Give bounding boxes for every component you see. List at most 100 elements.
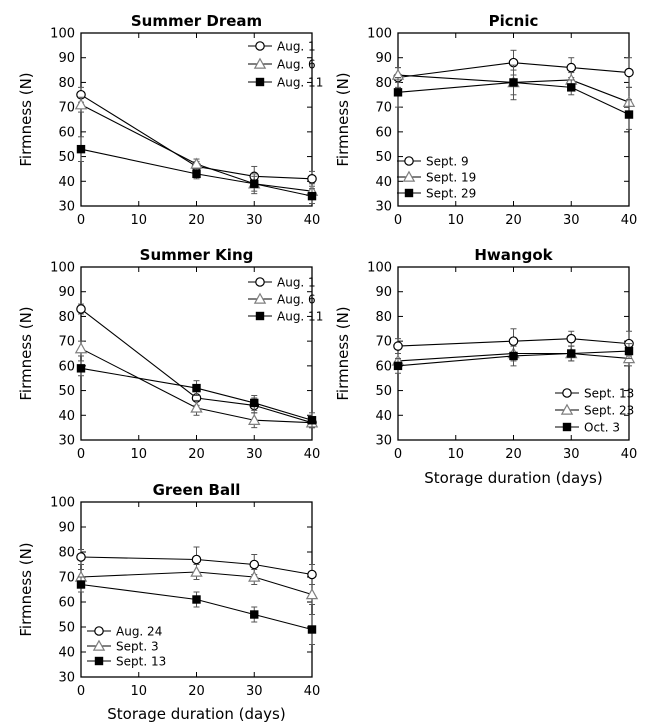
legend-marker — [402, 170, 416, 182]
y-tick-label: 60 — [375, 125, 392, 140]
panel-summer-dream: Summer Dream 30 40 50 60 70 80 90 100 0 10 20 30 40 Fi… — [17, 12, 323, 228]
series-line — [80, 556, 313, 576]
legend-label: Sept. 19 — [426, 171, 476, 185]
data-point — [307, 191, 317, 201]
legend-marker — [94, 626, 104, 636]
legend: Sept. 9 Sept. 19 Sept. 29 — [397, 155, 476, 201]
chart-title: Hwangok — [474, 246, 553, 264]
y-axis-label: Firmness (N) — [17, 306, 35, 400]
y-tick-label: 50 — [375, 150, 392, 165]
data-point — [393, 88, 403, 97]
data-point — [249, 559, 260, 570]
data-point — [307, 416, 317, 425]
data-point — [192, 169, 201, 179]
series-line — [397, 350, 630, 367]
panel-summer-king: Summer King 30 40 50 60 70 80 90 100 0 10 20 30 40 Fir… — [17, 246, 323, 462]
series-line — [80, 148, 313, 197]
legend-marker — [255, 77, 265, 87]
series-aug-11 — [76, 360, 317, 429]
series-line — [397, 81, 630, 116]
y-tick-label: 60 — [375, 359, 392, 374]
data-point — [190, 157, 203, 169]
series-line — [397, 74, 630, 103]
y-tick-label: 60 — [58, 359, 75, 374]
y-tick-label: 50 — [58, 384, 75, 399]
series-sept-3 — [74, 564, 319, 605]
y-tick-label: 50 — [375, 384, 392, 399]
x-tick-label: 20 — [505, 213, 522, 228]
legend-marker — [253, 57, 267, 69]
x-tick-label: 40 — [304, 447, 321, 462]
x-tick-label: 10 — [130, 213, 147, 228]
legend: Aug. 1 Aug. 6 Aug. 11 — [248, 40, 323, 90]
series-sept-13 — [393, 328, 634, 357]
data-point — [76, 580, 86, 589]
legend-marker — [560, 403, 574, 415]
data-point — [250, 398, 259, 408]
y-tick-label: 50 — [58, 621, 75, 636]
x-tick-label: 0 — [394, 447, 402, 462]
data-point — [624, 110, 634, 119]
data-point — [190, 401, 203, 413]
legend-label: Aug. 6 — [277, 293, 316, 307]
chart-title: Summer Dream — [131, 12, 262, 30]
panel-hwangok: Hwangok 30 40 50 60 70 80 90 100 0 10 20 30 40 Firmnes… — [334, 246, 637, 487]
data-point — [509, 78, 518, 87]
y-tick-label: 30 — [58, 200, 75, 215]
x-tick-label: 40 — [621, 447, 638, 462]
series-line — [397, 338, 630, 347]
legend-marker — [562, 422, 572, 432]
y-tick-label: 40 — [58, 409, 75, 424]
y-axis-label: Firmness (N) — [17, 542, 35, 636]
legend-marker — [94, 656, 104, 666]
x-axis-label: Storage duration (days) — [424, 469, 602, 487]
x-tick-label: 30 — [246, 684, 263, 699]
y-tick-label: 30 — [375, 200, 392, 215]
x-tick-label: 0 — [77, 447, 85, 462]
data-point — [76, 364, 86, 373]
y-tick-label: 80 — [375, 76, 392, 91]
data-point — [191, 554, 202, 565]
legend-label: Aug. 6 — [277, 58, 316, 72]
legend-label: Aug. 11 — [277, 310, 323, 324]
legend-label: Sept. 9 — [426, 155, 469, 169]
data-point — [508, 336, 519, 346]
y-axis-label: Firmness (N) — [17, 72, 35, 166]
series-line — [397, 62, 630, 79]
data-point — [624, 346, 634, 356]
y-tick-label: 80 — [58, 76, 75, 91]
y-tick-label: 50 — [58, 150, 75, 165]
series-line — [80, 571, 313, 596]
x-tick-label: 0 — [77, 213, 85, 228]
series-line — [80, 583, 313, 631]
y-tick-label: 30 — [58, 434, 75, 449]
y-tick-label: 40 — [375, 409, 392, 424]
legend-marker — [255, 311, 265, 321]
y-tick-label: 40 — [58, 646, 75, 661]
series-sept-13 — [76, 576, 317, 645]
data-point — [248, 413, 261, 425]
x-tick-label: 20 — [505, 447, 522, 462]
series-line — [80, 367, 313, 421]
legend-label: Sept. 13 — [584, 387, 634, 401]
x-tick-label: 30 — [246, 447, 263, 462]
x-tick-label: 40 — [304, 213, 321, 228]
y-tick-label: 40 — [58, 175, 75, 190]
data-point — [248, 570, 261, 582]
legend-marker — [92, 639, 106, 651]
data-point — [192, 383, 201, 393]
y-tick-label: 100 — [50, 496, 75, 511]
series-oct-3 — [393, 343, 634, 374]
y-tick-label: 100 — [50, 27, 75, 42]
legend-label: Sept. 29 — [426, 187, 476, 201]
x-tick-label: 20 — [188, 213, 205, 228]
x-tick-label: 10 — [130, 447, 147, 462]
data-point — [307, 569, 317, 580]
x-tick-label: 30 — [563, 213, 580, 228]
legend-label: Aug. 24 — [116, 625, 162, 639]
y-tick-label: 80 — [58, 546, 75, 561]
legend-label: Sept. 13 — [116, 655, 166, 669]
y-tick-label: 80 — [375, 310, 392, 325]
x-tick-label: 10 — [447, 213, 464, 228]
